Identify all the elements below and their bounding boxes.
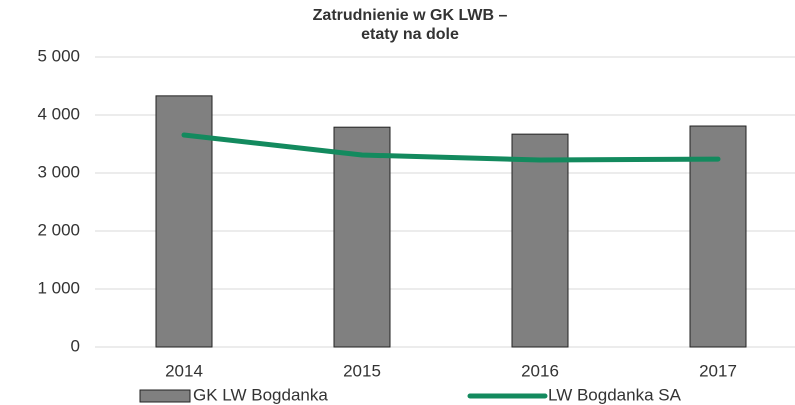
legend-label: GK LW Bogdanka xyxy=(193,385,328,404)
legend-label: LW Bogdanka SA xyxy=(548,385,682,404)
y-tick-label: 3 000 xyxy=(37,162,80,181)
y-tick-label: 0 xyxy=(71,336,80,355)
x-tick-label: 2017 xyxy=(699,361,737,380)
x-tick-label: 2014 xyxy=(165,361,203,380)
x-tick-label: 2015 xyxy=(343,361,381,380)
bar xyxy=(333,126,391,348)
legend-swatch xyxy=(139,389,191,403)
y-tick-label: 2 000 xyxy=(37,220,80,239)
y-tick-label: 1 000 xyxy=(37,278,80,297)
chart-title: Zatrudnienie w GK LWB – etaty na dole xyxy=(312,7,508,43)
bar xyxy=(511,133,569,348)
y-tick-label: 5 000 xyxy=(37,46,80,65)
bar xyxy=(689,125,747,348)
line xyxy=(181,132,721,163)
y-tick-label: 4 000 xyxy=(37,104,80,123)
x-tick-label: 2016 xyxy=(521,361,559,380)
